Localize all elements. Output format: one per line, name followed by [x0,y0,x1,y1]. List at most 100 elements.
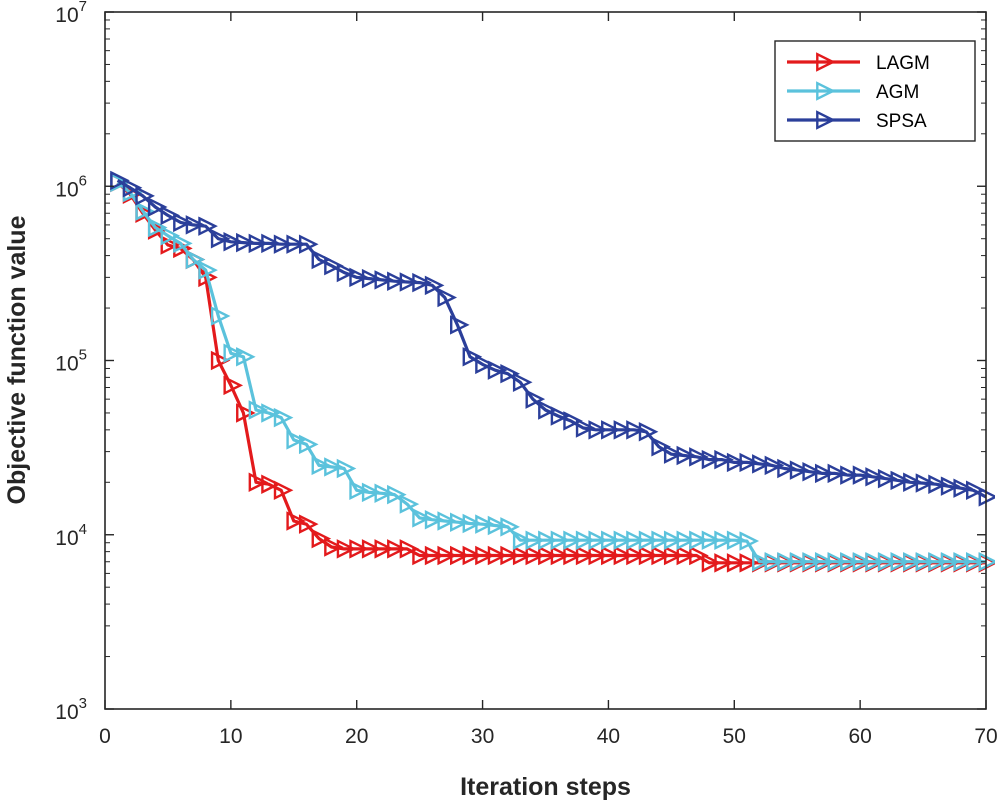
y-tick-label: 107 [55,0,87,27]
data-point [210,228,231,249]
data-point [890,470,911,491]
data-point [173,233,193,254]
data-point [852,552,873,572]
data-point [525,389,546,409]
data-point [563,411,583,431]
data-point [475,514,495,534]
series-agm [110,172,995,572]
data-point [487,515,508,536]
data-point [500,545,520,566]
data-point [575,418,596,438]
data-point [248,233,269,254]
data-point [412,508,432,528]
data-point [475,545,495,566]
data-point [701,553,722,573]
data-point [399,494,420,514]
data-point [626,420,646,440]
data-point [651,545,671,566]
y-tick-label: 104 [55,521,87,550]
data-point [903,472,923,493]
legend-label-lagm: LAGM [876,53,930,74]
data-point [311,455,332,476]
data-point [437,287,458,308]
legend-label-spsa: SPSA [876,111,927,132]
data-point [349,267,369,288]
data-point [840,465,860,485]
data-point [978,552,995,572]
legend-marker-spsa [816,110,836,130]
x-tick-label: 40 [597,725,620,748]
data-point [210,306,231,326]
data-point [726,452,747,473]
data-point [689,530,709,550]
data-point [374,270,395,290]
data-point [789,460,810,480]
data-point [575,545,596,566]
data-point [739,531,760,551]
data-point [827,552,848,572]
data-point [676,530,697,550]
data-point [865,552,885,572]
data-point [273,480,294,501]
data-point [953,478,974,498]
data-point [462,545,483,566]
data-point [286,234,306,254]
data-point [638,530,659,550]
data-point [814,552,835,572]
data-point [336,458,357,479]
data-point [298,514,319,534]
data-point [273,407,294,428]
data-point [512,372,533,393]
data-point [311,249,332,270]
data-point [462,347,483,367]
data-point [512,530,533,550]
data-point [361,482,382,503]
legend-marker-lagm [816,52,836,72]
series-layer [110,170,995,573]
data-point [601,530,621,550]
data-point [915,552,936,572]
data-point [361,539,382,559]
data-point [286,511,306,531]
data-point [714,553,734,573]
data-point [827,463,848,484]
data-point [110,170,130,191]
data-point [651,530,671,550]
data-point [877,552,898,572]
data-point [940,476,961,496]
data-point [147,197,168,217]
data-point [701,530,722,550]
data-point [462,513,483,534]
data-point [437,545,458,566]
data-point [890,552,911,572]
data-point [966,552,986,572]
data-point [236,403,256,423]
data-point [752,454,772,474]
data-point [626,530,646,550]
data-point [500,517,520,537]
data-point [689,447,709,467]
data-point [324,537,344,557]
data-point [324,457,344,477]
data-point [550,406,571,426]
data-point [915,473,936,493]
data-point [563,530,583,550]
data-point [173,212,193,233]
data-point [550,545,571,566]
data-point [777,458,797,479]
data-point [336,262,357,283]
data-point [361,268,382,289]
data-point [726,553,747,573]
legend-label-agm: AGM [876,82,919,103]
data-point [450,512,470,532]
data-point [487,545,508,566]
data-point [160,235,181,255]
data-point [877,468,898,489]
data-point [298,434,319,455]
data-point [789,552,810,572]
data-point [538,530,558,550]
x-tick-label: 0 [99,725,111,748]
data-point [538,400,558,420]
data-point [122,178,143,198]
